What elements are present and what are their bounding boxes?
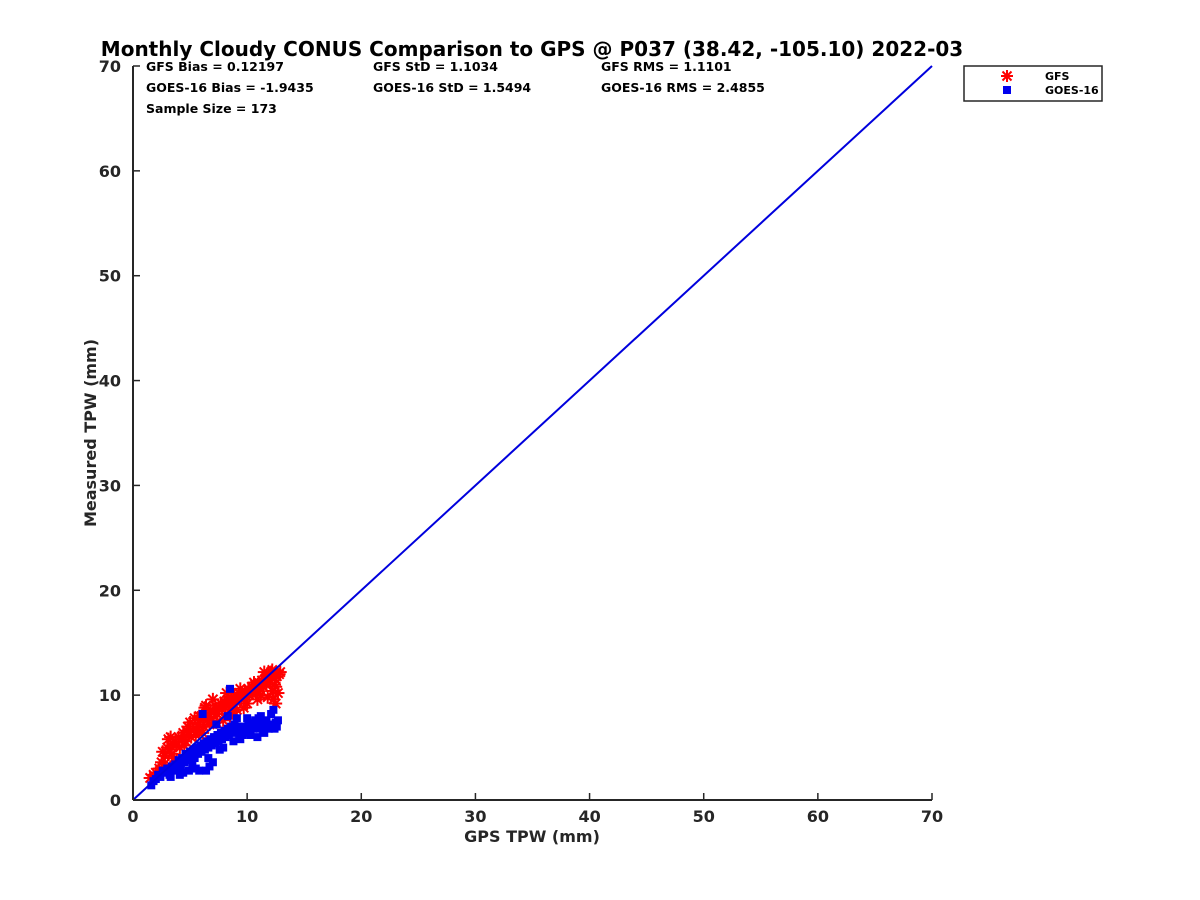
goes-16-point	[178, 754, 187, 763]
goes-16-point	[208, 758, 217, 767]
y-tick-label: 20	[99, 581, 121, 600]
y-ticks: 0 10 20 30 40 50 60 70	[99, 57, 140, 810]
goes-16-point	[184, 766, 193, 775]
y-tick-label: 50	[99, 267, 121, 286]
goes-16-point	[181, 749, 190, 758]
y-tick-label: 10	[99, 686, 121, 705]
x-ticks: 0 10 20 30 40 50 60 70	[127, 793, 943, 826]
x-tick-label: 50	[693, 807, 715, 826]
x-tick-label: 20	[350, 807, 372, 826]
gfs-bias-text: GFS Bias = 0.12197	[146, 59, 284, 74]
legend: GFS GOES-16	[963, 65, 1103, 102]
gfs-rms-text: GFS RMS = 1.1101	[601, 59, 732, 74]
goes-16-point	[226, 684, 235, 693]
gfs-point	[265, 663, 279, 677]
goes-16-point	[269, 705, 278, 714]
y-axis-label: Measured TPW (mm)	[81, 339, 100, 527]
gfs-point	[268, 678, 282, 692]
goes-16-point	[195, 766, 204, 775]
x-tick-label: 70	[921, 807, 943, 826]
goes-std-text: GOES-16 StD = 1.5494	[373, 80, 531, 95]
y-tick-label: 30	[99, 476, 121, 495]
x-tick-label: 30	[464, 807, 486, 826]
x-tick-label: 60	[807, 807, 829, 826]
legend-box	[963, 65, 1103, 102]
x-tick-label: 0	[127, 807, 138, 826]
x-axis-label: GPS TPW (mm)	[464, 827, 600, 846]
stats-annotations: GFS Bias = 0.12197 GFS StD = 1.1034 GFS …	[146, 59, 765, 116]
y-tick-label: 70	[99, 57, 121, 76]
goes-16-point	[236, 735, 245, 744]
goes-16-point	[253, 733, 262, 742]
y-tick-label: 60	[99, 162, 121, 181]
goes-16-point	[202, 766, 211, 775]
goes-16-point	[156, 772, 165, 781]
gfs-point	[240, 697, 254, 711]
gfs-point	[233, 682, 247, 696]
goes-16-point	[256, 712, 265, 721]
axes: 0 10 20 30 40 50 60 70 0 10 20 30 40 50 60 70 GPS TPW …	[81, 57, 943, 846]
goes-16-point	[147, 781, 156, 790]
chart-title: Monthly Cloudy CONUS Comparison to GPS @…	[101, 37, 963, 61]
goes-16-point	[171, 760, 180, 769]
gfs-point	[164, 730, 178, 744]
goes-16-point	[232, 714, 241, 723]
goes-16-point	[273, 716, 282, 725]
gfs-point	[254, 688, 268, 702]
x-tick-label: 10	[236, 807, 258, 826]
goes-16-point	[179, 768, 188, 777]
y-tick-label: 0	[110, 791, 121, 810]
gfs-point	[206, 692, 220, 706]
goes-16-point	[260, 728, 269, 737]
gfs-std-text: GFS StD = 1.1034	[373, 59, 498, 74]
goes-16-point	[267, 710, 276, 719]
goes-16-point	[219, 743, 228, 752]
goes-16-point	[176, 762, 185, 771]
goes-16-point	[261, 720, 270, 729]
goes-16-point	[168, 766, 177, 775]
gfs-point	[181, 720, 195, 734]
legend-gfs-label: GFS	[1045, 70, 1070, 83]
y-tick-label: 40	[99, 372, 121, 391]
goes-16-point	[229, 737, 238, 746]
x-tick-label: 40	[578, 807, 600, 826]
goes-16-point	[205, 762, 214, 771]
goes-16-point	[246, 730, 255, 739]
goes-16-point	[160, 768, 169, 777]
goes-16-point	[231, 726, 240, 735]
goes-16-point	[262, 716, 271, 725]
gfs-point	[247, 676, 261, 690]
legend-gfs-marker	[1001, 70, 1013, 82]
legend-goes-marker	[1003, 86, 1011, 94]
goes-16-point	[270, 724, 279, 733]
legend-goes-label: GOES-16	[1045, 84, 1099, 97]
goes-16-point	[166, 772, 175, 781]
goes-16-point	[188, 760, 197, 769]
goes-16-point	[243, 714, 252, 723]
goes-16-point	[223, 712, 232, 721]
goes-16-point	[183, 756, 192, 765]
goes-16-point	[204, 754, 213, 763]
sample-size-text: Sample Size = 173	[146, 101, 277, 116]
one-to-one-line	[132, 65, 933, 801]
goes-16-point	[198, 710, 207, 719]
goes-16-point	[190, 754, 199, 763]
goes-rms-text: GOES-16 RMS = 2.4855	[601, 80, 765, 95]
plot-area	[132, 65, 933, 801]
goes-bias-text: GOES-16 Bias = -1.9435	[146, 80, 314, 95]
